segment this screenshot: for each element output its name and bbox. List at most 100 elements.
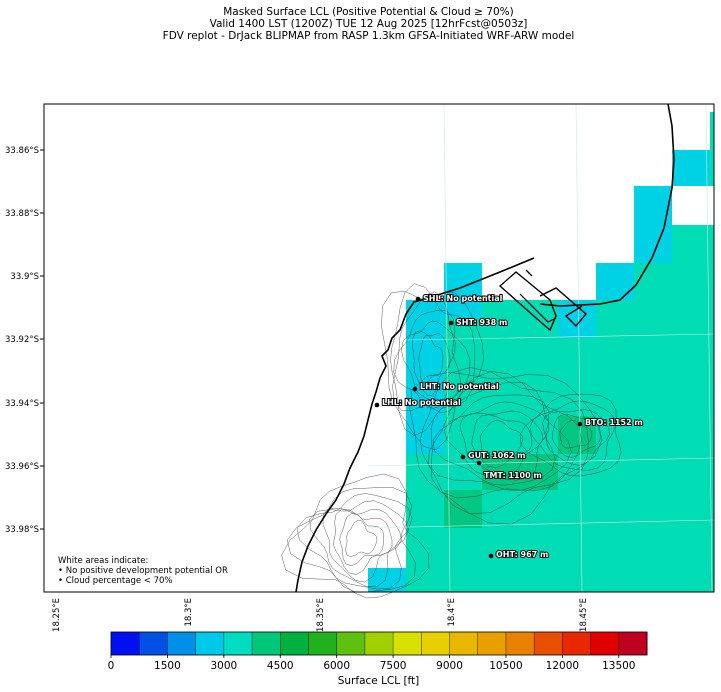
colorbar-swatch [308, 632, 338, 655]
mask-note-heading: White areas indicate: [58, 556, 149, 566]
contour-line [519, 393, 622, 477]
station-dot-tmt [476, 460, 482, 466]
lcl-cyan-region-mid [596, 263, 634, 300]
colorbar-swatch [139, 632, 168, 655]
mask-note-item-1: • No positive development potential OR [58, 566, 228, 576]
lcl-cyan-region-harbour [406, 263, 596, 338]
station-dot-lht [412, 386, 418, 392]
mask-note-item-2: • Cloud percentage < 70% [58, 576, 173, 586]
colorbar-tick-label: 12000 [546, 660, 579, 672]
lon-tick-label: 18.4°E [447, 598, 457, 627]
station-label-oht: OHT: 967 m [496, 550, 548, 559]
colorbar-swatch [195, 632, 225, 655]
contour-line [412, 330, 451, 396]
title-line-2: Valid 1400 LST (1200Z) TUE 12 Aug 2025 [… [209, 18, 528, 30]
colorbar-swatch [618, 632, 648, 655]
contour-line [392, 291, 471, 413]
colorbar-swatch [449, 632, 479, 655]
colorbar-swatch [590, 632, 620, 655]
contour-line [381, 290, 484, 451]
colorbar-swatch [336, 632, 366, 655]
lcl-cyan-region-ne [634, 186, 672, 263]
lon-tick-label: 18.25°E [52, 598, 62, 632]
colorbar-swatch [252, 632, 281, 655]
lon-tick-label: 18.35°E [316, 598, 326, 632]
colorbar-swatch [364, 632, 394, 655]
lcl-cyan-region-north [672, 150, 710, 186]
station-dot-gut [460, 454, 466, 460]
lon-tick-label: 18.45°E [579, 598, 589, 632]
station-dot-oht [488, 553, 494, 559]
contour-line [542, 409, 610, 466]
colorbar-tick-label: 6000 [323, 660, 350, 672]
colorbar-swatch [167, 632, 197, 655]
colorbar-swatch [477, 632, 507, 655]
colorbar-frame [110, 631, 648, 656]
lat-tick-label: 33.92°S [5, 335, 39, 345]
lon-tick-label: 18.3°E [184, 598, 194, 627]
mask-note: White areas indicate: • No positive deve… [58, 556, 228, 586]
colorbar-tick-label: 3000 [210, 660, 237, 672]
contour-line [309, 500, 409, 588]
colorbar-tick-label: 13500 [602, 660, 635, 672]
station-dot-bto [577, 421, 583, 427]
lat-tick-label: 33.86°S [5, 146, 39, 156]
colorbar-swatch [280, 632, 309, 655]
station-label-bto: BTO: 1152 m [585, 418, 643, 427]
station-label-lht: LHT: No potential [420, 382, 499, 391]
title-line-1: Masked Surface LCL (Positive Potential &… [223, 6, 514, 18]
map-title: Masked Surface LCL (Positive Potential &… [0, 6, 721, 42]
colorbar-tick-label: 9000 [436, 660, 463, 672]
contour-line [444, 401, 550, 481]
contour-line [480, 420, 523, 458]
station-markers: SHL: No potential SHT: 938 m LHT: No poten… [374, 293, 644, 560]
contour-line [529, 400, 616, 471]
lcl-cyan-region-west [406, 338, 444, 454]
colorbar-tick-label: 4500 [267, 660, 294, 672]
colorbar-swatch [223, 632, 253, 655]
colorbar-swatch [111, 632, 140, 655]
title-line-3: FDV replot - DrJack BLIPMAP from RASP 1.… [162, 30, 575, 42]
contour-line [459, 410, 543, 477]
contour-line [418, 335, 444, 384]
contour-line [401, 320, 456, 403]
lat-tick-label: 33.9°S [10, 272, 39, 282]
colorbar-swatch [505, 632, 535, 655]
graticule [367, 103, 715, 593]
contour-line [409, 371, 603, 525]
station-label-lhl: LHL: No potential [382, 398, 461, 407]
lat-tick-label: 33.88°S [5, 209, 39, 219]
colorbar: 0 1500 3000 4500 6000 7500 9000 10500 12000 13500 [108, 631, 648, 672]
lat-tick-label: 33.94°S [5, 399, 39, 409]
colorbar-tick-label: 7500 [380, 660, 407, 672]
coastline [295, 103, 675, 593]
longitude-axis: 18.25°E 18.3°E 18.35°E 18.4°E 18.45°E [52, 598, 589, 632]
station-dot-lhl [374, 402, 380, 408]
lcl-green-patch-south [444, 490, 482, 528]
contour-line [339, 513, 385, 566]
contour-line [286, 487, 416, 593]
station-label-shl: SHL: No potential [423, 294, 503, 303]
station-label-sht: SHT: 938 m [456, 318, 507, 327]
colorbar-tick-label: 10500 [489, 660, 522, 672]
colorbar-swatch [393, 632, 422, 655]
contour-line [551, 414, 601, 458]
colorbar-tick-label: 1500 [154, 660, 181, 672]
harbour-outline [498, 269, 587, 332]
contour-line [345, 519, 378, 557]
colorbar-swatch [534, 632, 563, 655]
contour-line [296, 493, 413, 590]
lcl-teal-region [368, 112, 714, 592]
lat-tick-label: 33.96°S [5, 462, 39, 472]
colorbar-swatch [562, 632, 592, 655]
contour-line [471, 414, 533, 468]
terrain-contours [281, 283, 622, 599]
contour-line [322, 508, 402, 583]
colorbar-swatch [421, 632, 451, 655]
contour-line [432, 394, 556, 486]
lat-tick-label: 33.98°S [5, 525, 39, 535]
plot-frame [43, 103, 715, 593]
contour-line [419, 367, 589, 515]
latitude-axis: 33.86°S 33.88°S 33.9°S 33.92°S 33.94°S 33.96°… [5, 146, 44, 535]
